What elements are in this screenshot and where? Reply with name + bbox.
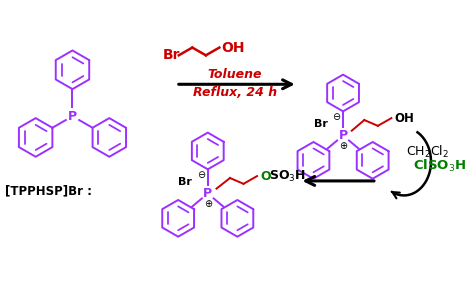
Text: ⊕: ⊕ (339, 141, 347, 151)
Text: SO$_3$H: SO$_3$H (269, 169, 306, 184)
Text: OH: OH (221, 40, 245, 55)
Text: Br: Br (178, 177, 192, 187)
Text: Br: Br (163, 48, 180, 62)
Text: ClSO$_3$H: ClSO$_3$H (413, 158, 466, 175)
Text: P: P (203, 187, 212, 200)
Text: O: O (260, 169, 271, 183)
Text: ⊕: ⊕ (204, 199, 212, 209)
Text: Reflux, 24 h: Reflux, 24 h (193, 85, 277, 98)
Text: Toluene: Toluene (208, 68, 262, 81)
Text: ⊖: ⊖ (197, 170, 205, 180)
Text: [TPPHSP]Br :: [TPPHSP]Br : (5, 184, 92, 197)
Text: OH: OH (394, 112, 414, 124)
Text: Br: Br (314, 119, 328, 129)
Text: CH$_2$Cl$_2$: CH$_2$Cl$_2$ (406, 144, 449, 160)
Text: P: P (338, 129, 347, 142)
Text: P: P (68, 110, 77, 123)
Text: ⊖: ⊖ (332, 112, 340, 122)
